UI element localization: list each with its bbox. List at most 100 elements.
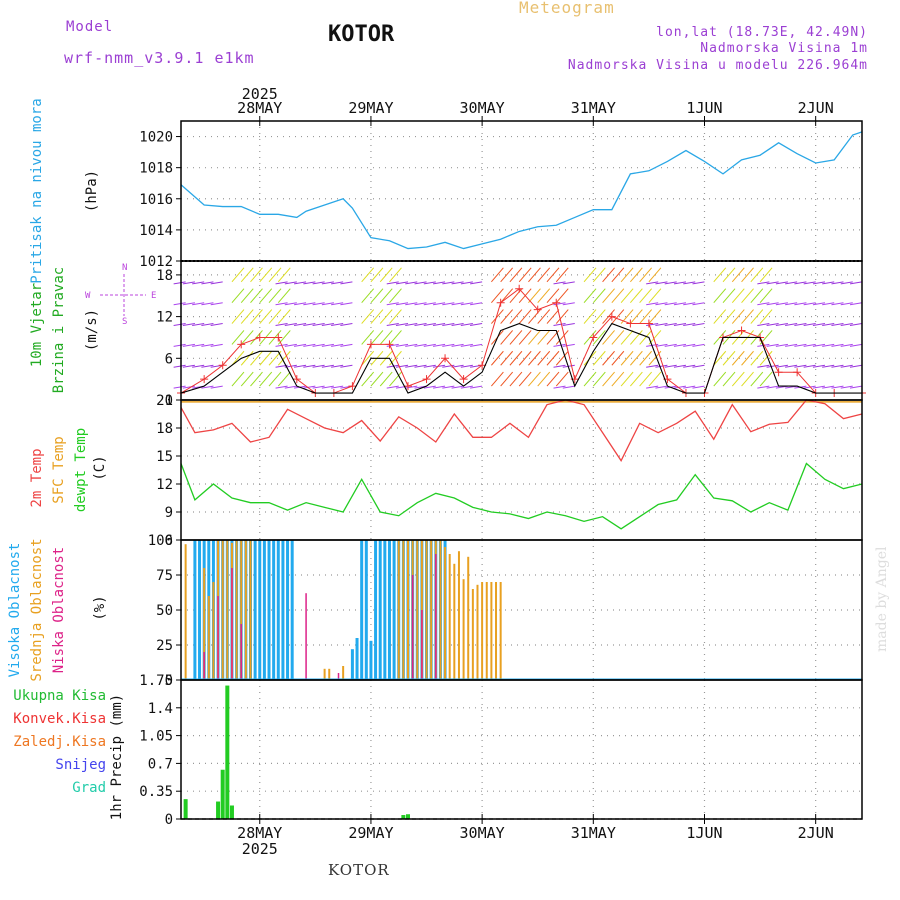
wind-arrow [648, 288, 662, 304]
wind-arrow [192, 323, 205, 327]
cloud-bar-mid [471, 589, 474, 680]
cloud-bar-high [258, 540, 262, 680]
wind-arrow [491, 371, 504, 387]
cloud-bar-low [411, 575, 414, 680]
wind-arrow [803, 302, 816, 306]
wind-arrow [794, 323, 807, 327]
wind-arrow [611, 350, 625, 366]
wind-arrow [395, 281, 409, 285]
wind-arrow [303, 281, 316, 285]
wind-arrow [639, 350, 653, 366]
wind-arrow [509, 267, 523, 283]
cloud-bar-high [276, 540, 280, 680]
wind-arrow [741, 350, 754, 366]
wind-arrow [562, 364, 575, 368]
cloud-bar-high [350, 649, 354, 680]
wind-arrow [759, 350, 773, 366]
wind-arrow [303, 323, 316, 327]
bottom-day-label: 2JUN [798, 824, 834, 842]
wind-arrow [201, 343, 214, 347]
wind-arrow [831, 302, 844, 306]
y-tick-label: 1018 [139, 161, 173, 177]
wind-arrow [182, 364, 195, 368]
wind-arrow [639, 330, 653, 345]
wind-arrow [259, 309, 273, 324]
bottom-day-label: 29MAY [348, 824, 393, 842]
wind-arrow [562, 385, 575, 389]
cloud-bar-high [262, 540, 266, 680]
y-tick-label: 0.35 [139, 784, 173, 800]
wind-arrow [201, 323, 214, 327]
wind-arrow [664, 302, 677, 306]
wind-arrow [775, 364, 788, 368]
wind-arrow [182, 302, 195, 306]
wind-arrow [250, 267, 263, 283]
wind-arrow [192, 302, 205, 306]
wind-arrow [692, 364, 705, 368]
wind-arrow [173, 281, 186, 285]
wind-arrow [240, 288, 254, 304]
wind-arrow [555, 288, 569, 304]
wind-arrow [442, 302, 455, 306]
compass-e: E [151, 291, 156, 301]
wind-arrow [822, 302, 835, 306]
wind-arrow [414, 343, 427, 347]
wind-arrow [442, 281, 455, 285]
cloud-bar-mid [212, 582, 215, 680]
wind-arrow [293, 281, 307, 285]
wind-arrow [592, 309, 606, 324]
label-layer: 28MAY 28MAY 29MAY 29MAY 30MAY 30MAY 31MAY 31MAY… [7, 85, 834, 858]
wind-arrow [312, 343, 325, 347]
wind-arrow [268, 267, 282, 283]
wind-arrow [639, 267, 653, 283]
wind-arrow [210, 302, 223, 306]
wind-arrow [713, 267, 727, 283]
wind-arrow [268, 371, 282, 387]
cloud-bar-low [421, 610, 423, 680]
cloud-bar-mid [457, 551, 460, 680]
precip-bar [216, 801, 221, 819]
wind-arrow [405, 343, 418, 347]
wind-arrow [518, 350, 532, 366]
wind-arrow [794, 281, 807, 285]
wind-label-2: Brzina i Pravac [51, 267, 67, 393]
cloud-bar-high [198, 540, 202, 680]
top-day-label: 31MAY [571, 99, 616, 117]
top-day-label: 28MAY [237, 99, 282, 117]
wind-arrow [849, 281, 863, 285]
wind-arrow [683, 343, 696, 347]
wind-arrow [655, 281, 668, 285]
temp-2m-line [180, 399, 863, 462]
mid-cloud-label: Srednja Oblacnost [29, 538, 45, 681]
cloud-bar-high [193, 540, 197, 680]
wind-arrow [340, 364, 353, 368]
wind-arrow [553, 281, 566, 285]
wind-arrow [509, 288, 523, 304]
wind-arrow [683, 281, 696, 285]
cloud-bar-mid [499, 582, 502, 680]
wind-arrow [451, 385, 464, 389]
wind-arrow [321, 343, 334, 347]
wind-arrow [562, 281, 575, 285]
wind-arrow [562, 302, 575, 306]
y-tick-label: 25 [156, 638, 173, 654]
wind-arrow [664, 281, 677, 285]
cloud-bar-high [383, 540, 387, 680]
wind-arrow [432, 385, 446, 389]
wind-arrow [731, 288, 745, 304]
wind-arrow [639, 288, 653, 304]
precip-bar [183, 799, 188, 819]
wind-arrow [785, 302, 798, 306]
wind-arrow [370, 371, 384, 387]
temp-label: 2m Temp [29, 448, 45, 507]
gust-marker [385, 340, 394, 349]
y-tick-label: 0 [165, 673, 173, 689]
cloud-bar-mid [444, 547, 447, 680]
wind-arrow [293, 323, 307, 327]
cloud-bar-mid [184, 544, 187, 680]
wind-arrow [794, 302, 807, 306]
wind-arrow [491, 267, 504, 283]
wind-arrow [592, 350, 606, 366]
wind-arrow [785, 323, 798, 327]
wind-arrow [395, 302, 409, 306]
